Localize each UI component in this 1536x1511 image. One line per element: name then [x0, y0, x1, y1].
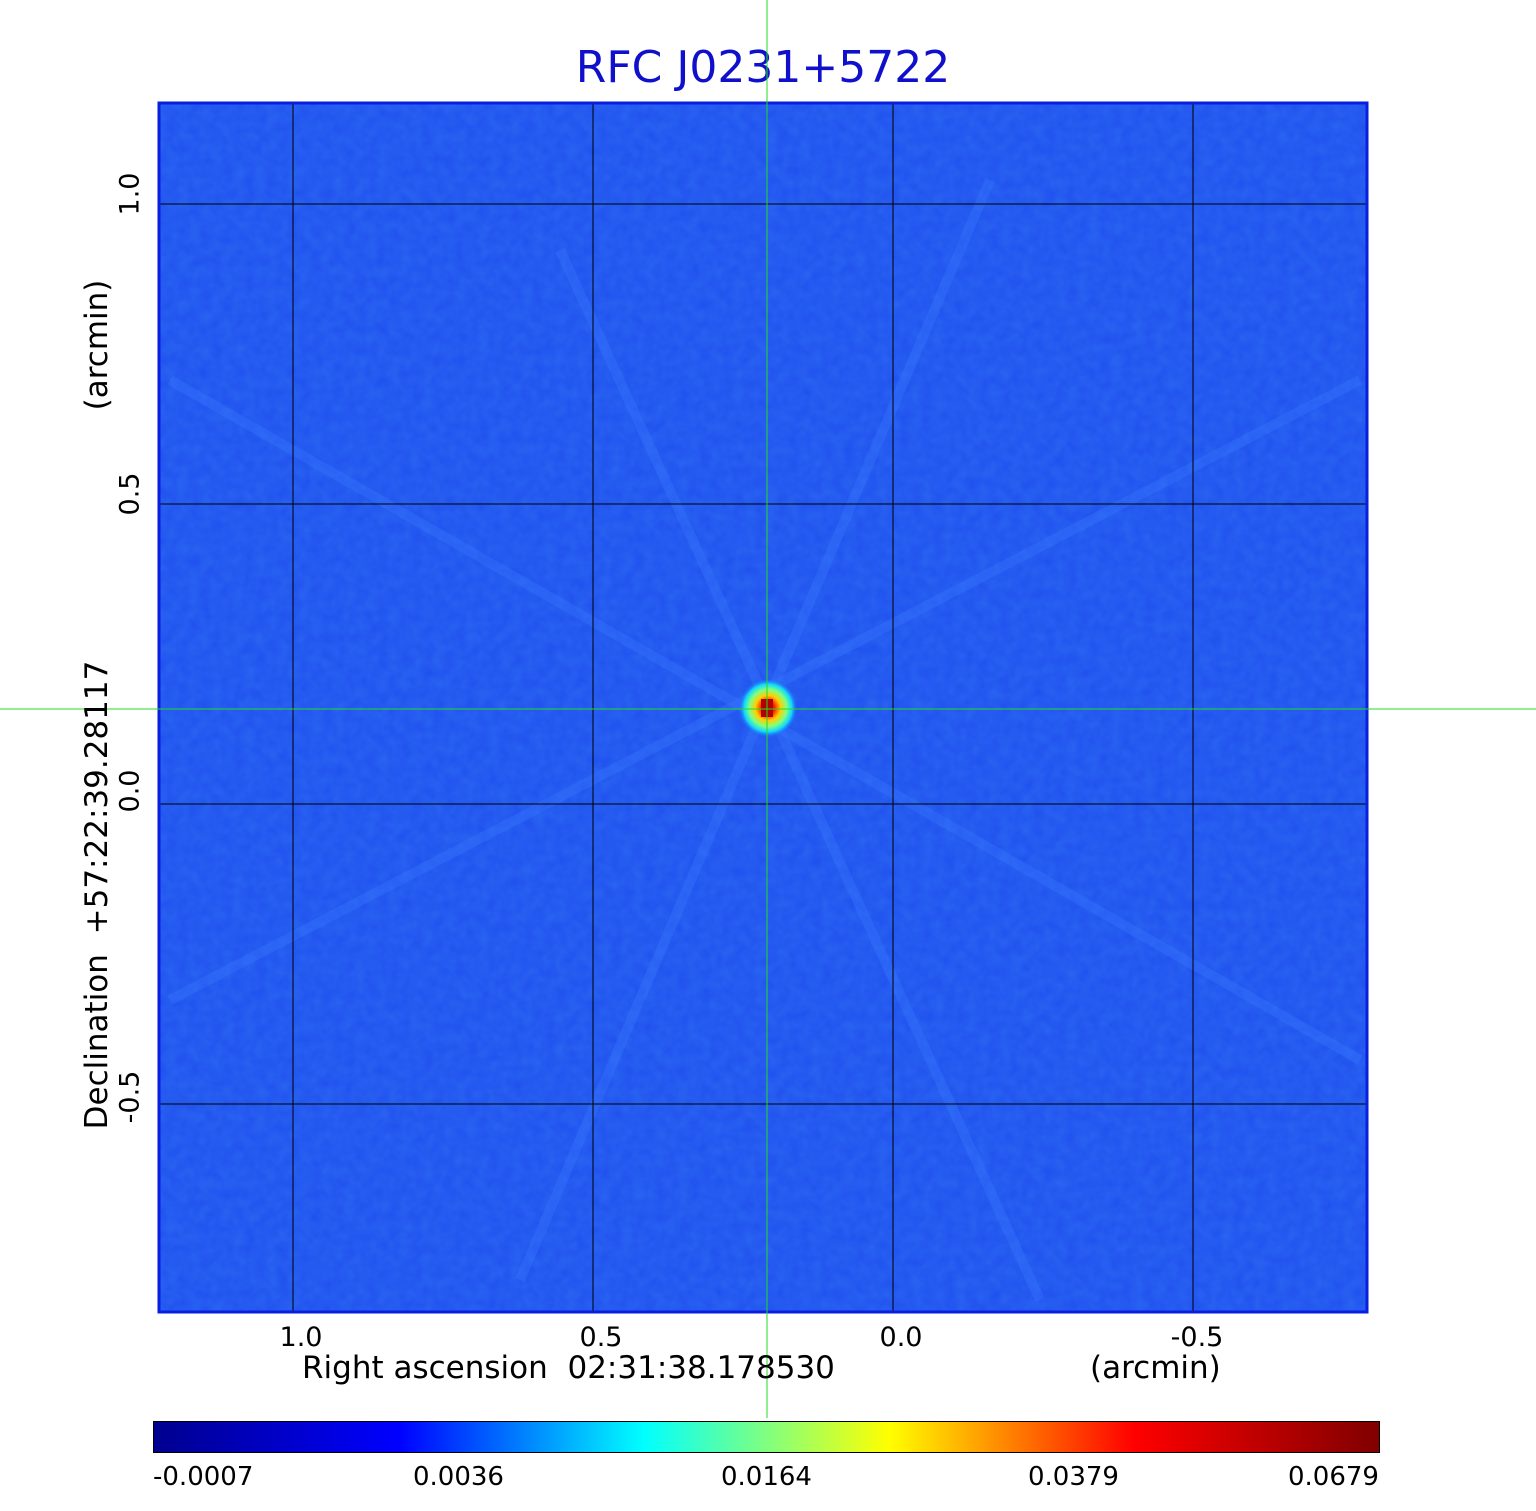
colorbar-label: 0.0679	[1288, 1462, 1379, 1492]
x-tick-label: 0.0	[879, 1322, 923, 1353]
y-tick-label: -0.5	[114, 1070, 146, 1124]
x-tick-label: 1.0	[279, 1322, 323, 1353]
x-axis-unit: (arcmin)	[1090, 1350, 1221, 1386]
y-axis-label: Declination +57:22:39.28117	[79, 660, 115, 1130]
colorbar-label: 0.0036	[413, 1462, 504, 1492]
image-frame	[157, 101, 1369, 1314]
colorbar-label: 0.0164	[721, 1462, 812, 1492]
y-tick-label: 1.0	[114, 172, 146, 216]
y-axis-unit: (arcmin)	[79, 279, 115, 411]
x-tick-label: -0.5	[1170, 1322, 1224, 1353]
y-tick-label: 0.0	[114, 769, 146, 813]
coordinate-grid	[160, 104, 1366, 1311]
colorbar	[153, 1421, 1380, 1453]
crosshair[interactable]	[0, 0, 1536, 1418]
image-title: RFC J0231+5722	[575, 42, 951, 93]
x-axis-label: Right ascension 02:31:38.178530	[302, 1350, 835, 1386]
colorbar-label: 0.0379	[1028, 1462, 1119, 1492]
x-tick-label: 0.5	[579, 1322, 623, 1353]
y-tick-label: 0.5	[114, 472, 146, 516]
colorbar-label: -0.0007	[153, 1462, 254, 1492]
